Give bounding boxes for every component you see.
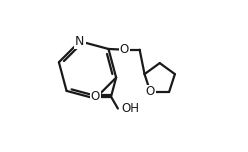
- Text: OH: OH: [122, 102, 140, 115]
- Text: O: O: [120, 43, 129, 56]
- Text: O: O: [91, 90, 100, 103]
- Text: O: O: [146, 85, 155, 98]
- Text: N: N: [75, 35, 85, 48]
